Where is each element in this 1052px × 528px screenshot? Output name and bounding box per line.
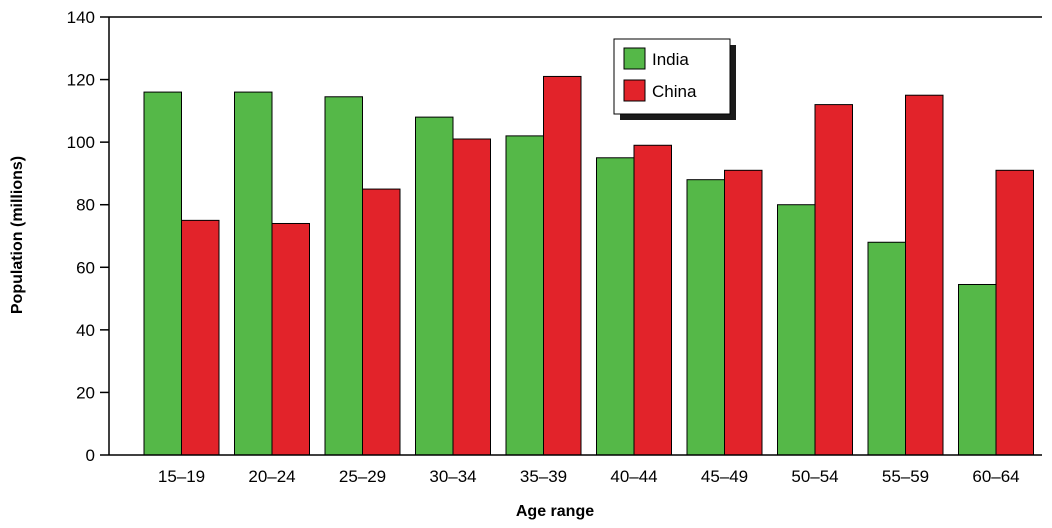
x-tick-label: 60–64 — [972, 467, 1019, 486]
legend-label-india: India — [652, 50, 689, 69]
x-tick-label: 15–19 — [158, 467, 205, 486]
x-tick-label: 55–59 — [882, 467, 929, 486]
y-tick-label: 120 — [67, 71, 95, 90]
bars-layer — [143, 75, 1034, 456]
bar-china-20–24 — [271, 222, 310, 456]
bar-china-55–59 — [905, 94, 944, 456]
legend: India China — [613, 38, 736, 120]
x-axis-title: Age range — [516, 503, 594, 520]
x-tick-label: 35–39 — [520, 467, 567, 486]
bar-china-15–19 — [181, 219, 220, 456]
bar-india-55–59 — [867, 241, 906, 456]
bar-china-50–54 — [814, 104, 853, 456]
bar-india-15–19 — [143, 91, 182, 456]
bar-china-40–44 — [633, 144, 672, 456]
bar-china-45–49 — [724, 169, 763, 456]
y-tick-label: 20 — [76, 383, 95, 402]
y-tick-label: 40 — [76, 321, 95, 340]
axes-layer — [108, 16, 1042, 456]
x-tick-label: 45–49 — [701, 467, 748, 486]
legend-swatch-china — [623, 79, 646, 102]
y-tick-label: 140 — [67, 8, 95, 27]
bar-china-30–34 — [452, 138, 491, 456]
bar-china-25–29 — [362, 188, 401, 456]
x-tick-label: 50–54 — [791, 467, 838, 486]
bar-china-60–64 — [995, 169, 1034, 456]
bar-india-35–39 — [505, 135, 544, 456]
x-tick-label: 30–34 — [429, 467, 476, 486]
y-tick-label: 100 — [67, 133, 95, 152]
bar-india-50–54 — [777, 204, 816, 456]
x-tick-label: 25–29 — [339, 467, 386, 486]
bar-india-20–24 — [234, 91, 273, 456]
bar-china-35–39 — [543, 75, 582, 456]
x-ticks: 15–19 20–24 25–29 30–34 35–39 40–44 45–49 50–54… — [158, 467, 1020, 486]
x-tick-label: 40–44 — [610, 467, 657, 486]
legend-label-china: China — [652, 82, 697, 101]
y-tick-label: 80 — [76, 196, 95, 215]
bar-india-40–44 — [596, 157, 635, 456]
bar-india-45–49 — [686, 179, 725, 456]
y-tick-label: 0 — [86, 446, 95, 465]
legend-swatch-india — [623, 47, 646, 70]
x-tick-label: 20–24 — [248, 467, 295, 486]
bar-india-25–29 — [324, 96, 363, 456]
y-tick-label: 60 — [76, 258, 95, 277]
y-axis-title: Population (millions) — [9, 156, 26, 314]
y-ticks: 0 20 40 60 80 100 120 140 — [67, 8, 109, 465]
bar-india-60–64 — [958, 283, 997, 456]
bar-india-30–34 — [415, 116, 454, 456]
